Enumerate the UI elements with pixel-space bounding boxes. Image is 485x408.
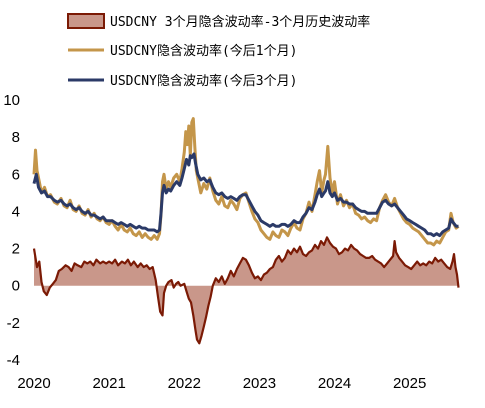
line-series-layer	[32, 117, 460, 247]
y-tick-label: 4	[12, 203, 20, 220]
legend: USDCNY 3个月隐含波动率-3个月历史波动率 USDCNY隐含波动率(今后1个…	[67, 13, 370, 89]
series-line-3m	[32, 152, 459, 238]
series-line-1m	[32, 117, 460, 247]
y-tick-label: -2	[7, 315, 20, 332]
y-tick-label: 2	[12, 241, 20, 258]
legend-swatch-area	[67, 13, 105, 29]
x-tick-label: 2025	[393, 375, 426, 392]
x-tick-label: 2023	[243, 375, 276, 392]
x-tick-label: 2021	[92, 375, 125, 392]
y-tick-label: 6	[12, 166, 20, 183]
axes: -4 -2 0 2 4 6 8 10 2020 2021 2022 2023 2024 2025	[3, 92, 426, 392]
y-tick-label: 10	[3, 92, 20, 109]
legend-label: USDCNY 3个月隐含波动率-3个月历史波动率	[110, 14, 370, 30]
x-tick-label: 2022	[168, 375, 201, 392]
legend-label: USDCNY隐含波动率(今后1个月)	[110, 43, 297, 59]
x-tick-label: 2020	[17, 375, 50, 392]
y-tick-label: -4	[7, 352, 20, 369]
legend-label: USDCNY隐含波动率(今后3个月)	[110, 73, 297, 89]
y-tick-label: 0	[12, 278, 20, 295]
series-area-fill	[34, 237, 459, 344]
x-tick-label: 2024	[318, 375, 351, 392]
area-series-layer	[32, 236, 460, 345]
series-area-outline	[32, 236, 460, 345]
y-tick-label: 8	[12, 129, 20, 146]
